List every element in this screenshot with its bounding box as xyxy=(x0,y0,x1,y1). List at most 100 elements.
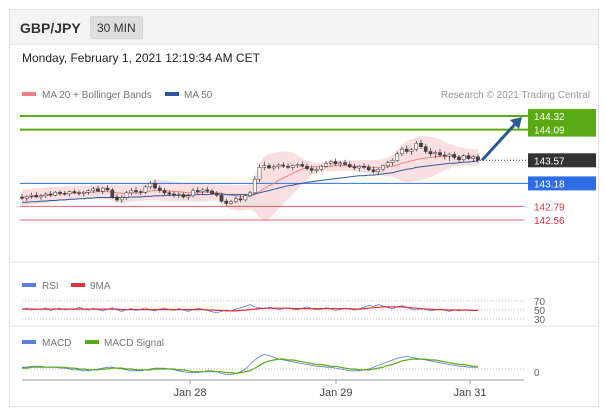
chart-datetime: Monday, February 1, 2021 12:19:34 AM CET xyxy=(22,51,260,65)
level-label-142.79: 142.79 xyxy=(534,202,565,213)
candle-body xyxy=(176,194,181,196)
forecast-arrow xyxy=(480,117,522,162)
x-axis: Jan 28 Jan 29 Jan 31 xyxy=(22,379,524,399)
timeframe-button[interactable]: 30 MIN xyxy=(90,16,143,39)
candle-body xyxy=(390,160,395,163)
ma50-legend-swatch xyxy=(165,92,179,96)
chart-widget: GBP/JPY 30 MIN Monday, February 1, 2021 … xyxy=(9,9,599,407)
candle-body xyxy=(357,165,362,169)
candle-body xyxy=(48,193,53,196)
candle-body xyxy=(290,165,295,168)
candle-body xyxy=(385,162,390,166)
candle-body xyxy=(195,190,200,192)
level-label-144.09: 144.09 xyxy=(534,126,565,137)
candle-body xyxy=(172,193,176,196)
candle-body xyxy=(162,190,167,194)
macd-legend-swatch xyxy=(22,340,36,344)
candle-body xyxy=(167,192,172,195)
research-credit: Research © 2021 Trading Central xyxy=(441,90,590,101)
candle-body xyxy=(400,148,404,155)
candle-body xyxy=(105,187,110,191)
level-tag-143.57 xyxy=(528,153,596,168)
candle-body xyxy=(366,167,371,171)
candle-body xyxy=(376,168,381,172)
level-tag-144.32 xyxy=(528,109,596,123)
candle-body xyxy=(243,195,248,201)
candlesticks xyxy=(20,139,480,206)
macd-signal-legend-swatch xyxy=(85,340,99,344)
candle-body xyxy=(324,163,328,167)
level-tag-144.09 xyxy=(528,122,596,137)
candle-body xyxy=(438,152,442,156)
candle-body xyxy=(414,142,419,150)
ma20-legend-label: MA 20 + Bollinger Bands xyxy=(42,90,152,101)
candle-body xyxy=(20,196,24,199)
candle-body xyxy=(138,191,143,193)
candle-body xyxy=(447,154,452,157)
candle-body xyxy=(457,157,461,161)
candle-body xyxy=(219,194,224,202)
rsi-tick-70: 70 xyxy=(534,297,546,308)
candle-body xyxy=(205,189,210,192)
macd-signal-line xyxy=(22,358,478,375)
ma50-legend-label: MA 50 xyxy=(184,90,213,101)
rsi-ma-legend-swatch xyxy=(71,283,85,287)
rsi-ma-legend-label: 9MA xyxy=(90,281,111,292)
candle-body xyxy=(233,198,238,202)
rsi-tick-50: 50 xyxy=(534,306,546,317)
forecast-arrow-shaft xyxy=(480,120,519,162)
candle-body xyxy=(466,155,471,159)
candle-body xyxy=(238,198,243,201)
candle-body xyxy=(300,164,305,167)
candle-body xyxy=(34,194,39,198)
candle-body xyxy=(381,165,385,170)
candle-body xyxy=(77,192,81,194)
candle-body xyxy=(96,188,100,192)
bollinger-band-area xyxy=(22,136,478,221)
candle-body xyxy=(423,146,428,152)
bollinger-bands xyxy=(22,136,478,221)
candle-body xyxy=(186,195,191,198)
candle-body xyxy=(409,149,414,152)
candle-body xyxy=(428,151,433,155)
candle-body xyxy=(43,193,48,197)
x-tick-label: Jan 31 xyxy=(453,387,486,399)
candle-body xyxy=(110,189,115,198)
level-label-143.57: 143.57 xyxy=(534,156,565,167)
rsi-legend-swatch xyxy=(22,283,36,287)
candle-body xyxy=(419,142,423,147)
candle-body xyxy=(58,191,62,194)
candle-body xyxy=(67,191,72,195)
candle-body xyxy=(81,191,86,194)
candle-body xyxy=(129,190,134,194)
macd-tick-0: 0 xyxy=(534,368,540,379)
candle-body xyxy=(210,190,214,194)
candle-body xyxy=(271,166,276,169)
candle-body xyxy=(461,155,466,160)
price-level-labels: 144.32 144.09 143.57 143.18 142.79 142.56 xyxy=(528,109,596,227)
candle-body xyxy=(181,194,186,198)
rsi-tick-30: 30 xyxy=(534,315,546,326)
candle-body xyxy=(442,154,447,157)
candle-body xyxy=(191,190,195,197)
x-tick-label: Jan 29 xyxy=(319,387,352,399)
candle-body xyxy=(347,164,352,168)
candle-body xyxy=(134,190,138,192)
candle-body xyxy=(24,196,29,199)
candle-body xyxy=(39,195,43,198)
candle-body xyxy=(338,162,343,165)
candle-body xyxy=(62,193,67,195)
candle-body xyxy=(404,148,409,152)
candle-body xyxy=(115,196,119,201)
x-tick-label: Jan 28 xyxy=(173,387,206,399)
candle-body xyxy=(309,168,314,171)
candle-body xyxy=(328,161,333,164)
candle-body xyxy=(252,178,257,194)
forecast-arrow-head xyxy=(510,117,522,129)
candle-body xyxy=(153,183,157,189)
candle-body xyxy=(286,165,290,168)
candle-body xyxy=(262,165,267,168)
candle-body xyxy=(53,191,58,196)
candle-body xyxy=(452,154,457,158)
